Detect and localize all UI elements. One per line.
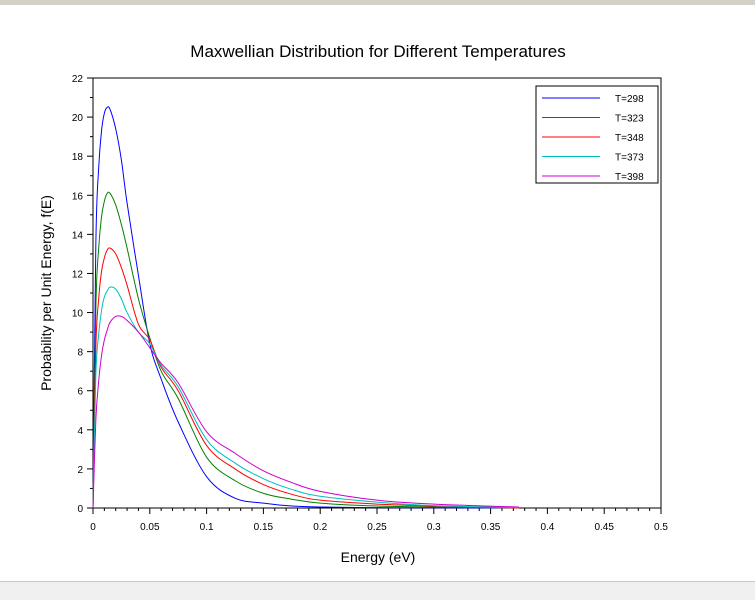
x-tick-label: 0.25 — [367, 522, 387, 533]
legend-label: T=373 — [615, 153, 644, 164]
y-tick-label: 14 — [72, 230, 84, 241]
legend-label: T=398 — [615, 172, 644, 183]
y-tick-label: 18 — [72, 152, 84, 163]
y-tick-label: 16 — [72, 191, 84, 202]
window-top-bar — [0, 0, 755, 5]
legend-box — [535, 85, 659, 184]
y-axis-label: Probability per Unit Energy, f(E) — [38, 195, 54, 391]
x-tick-label: 0.5 — [654, 522, 668, 533]
chart-title: Maxwellian Distribution for Different Te… — [190, 42, 565, 61]
bottom-panel — [0, 581, 755, 600]
y-tick-label: 2 — [77, 465, 83, 476]
series-line-t-298 — [92, 106, 520, 509]
y-tick-label: 12 — [72, 269, 84, 280]
y-tick-label: 4 — [77, 426, 83, 437]
x-tick-label: 0.15 — [254, 522, 274, 533]
x-tick-label: 0.45 — [594, 522, 614, 533]
y-tick-label: 20 — [72, 113, 84, 124]
y-tick-label: 0 — [77, 504, 83, 515]
y-tick-label: 22 — [72, 74, 84, 85]
x-axis-label: Energy (eV) — [341, 549, 416, 565]
x-tick-label: 0.2 — [313, 522, 327, 533]
series-line-t-398 — [92, 315, 520, 509]
series-line-t-348 — [92, 247, 520, 509]
y-tick-label: 10 — [72, 309, 84, 320]
x-tick-label: 0.4 — [540, 522, 554, 533]
x-tick-label: 0.1 — [200, 522, 214, 533]
legend-label: T=348 — [615, 133, 644, 144]
legend-label: T=298 — [615, 94, 644, 105]
x-tick-label: 0.05 — [140, 522, 160, 533]
x-tick-label: 0.35 — [481, 522, 501, 533]
series-group — [92, 106, 520, 509]
y-tick-label: 8 — [77, 348, 83, 359]
chart: Maxwellian Distribution for Different Te… — [38, 42, 669, 565]
axes: 0 0.05 0.1 0.15 0.2 0.25 0.3 0.35 0.4 0.45 0.5 0 2 4 6… — [72, 74, 669, 533]
x-tick-label: 0.3 — [427, 522, 441, 533]
series-line-t-373 — [92, 286, 520, 509]
y-tick-label: 6 — [77, 387, 83, 398]
legend: T=298 T=323 T=348 T=373 T=398 — [535, 85, 659, 184]
x-tick-label: 0 — [90, 522, 96, 533]
series-line-t-323 — [92, 191, 520, 509]
legend-label: T=323 — [615, 114, 644, 125]
